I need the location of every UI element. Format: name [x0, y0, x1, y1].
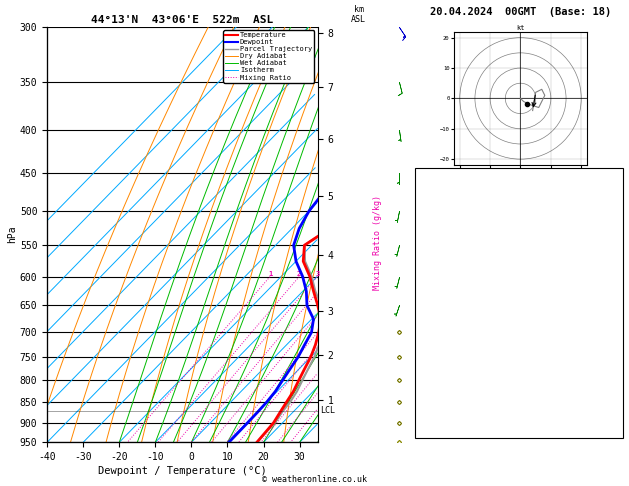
Text: km
ASL: km ASL — [351, 5, 366, 24]
Text: CIN (J): CIN (J) — [418, 360, 456, 369]
Y-axis label: hPa: hPa — [7, 226, 17, 243]
X-axis label: Dewpoint / Temperature (°C): Dewpoint / Temperature (°C) — [98, 466, 267, 476]
Text: 20.04.2024  00GMT  (Base: 18): 20.04.2024 00GMT (Base: 18) — [430, 7, 611, 17]
Text: PW (cm): PW (cm) — [418, 196, 456, 205]
Text: © weatheronline.co.uk: © weatheronline.co.uk — [262, 474, 367, 484]
Text: 953: 953 — [604, 310, 621, 319]
Text: 21: 21 — [610, 385, 621, 395]
Text: Lifted Index: Lifted Index — [418, 259, 483, 268]
Text: -0: -0 — [610, 335, 621, 344]
Text: EH: EH — [418, 385, 429, 395]
Text: θᴇ(K): θᴇ(K) — [418, 246, 445, 256]
X-axis label: kt: kt — [516, 25, 525, 31]
Text: 10.4: 10.4 — [599, 234, 621, 243]
Text: 319: 319 — [604, 322, 621, 331]
Text: Most Unstable: Most Unstable — [484, 297, 554, 306]
Text: StmDir: StmDir — [418, 411, 450, 420]
Text: 9: 9 — [615, 284, 621, 294]
Text: CAPE (J): CAPE (J) — [418, 347, 461, 357]
Text: 2.52: 2.52 — [599, 196, 621, 205]
Text: 26: 26 — [610, 272, 621, 281]
Text: Surface: Surface — [500, 208, 538, 218]
Text: 9: 9 — [615, 360, 621, 369]
Text: 32: 32 — [610, 171, 621, 180]
Text: Pressure (mb): Pressure (mb) — [418, 310, 488, 319]
Text: 8: 8 — [615, 423, 621, 433]
Text: Lifted Index: Lifted Index — [418, 335, 483, 344]
Text: Hodograph: Hodograph — [495, 373, 543, 382]
Text: 50: 50 — [610, 183, 621, 192]
Text: θᴇ (K): θᴇ (K) — [418, 322, 450, 331]
Text: 18.2: 18.2 — [599, 221, 621, 230]
Legend: Temperature, Dewpoint, Parcel Trajectory, Dry Adiabat, Wet Adiabat, Isotherm, Mi: Temperature, Dewpoint, Parcel Trajectory… — [223, 30, 314, 83]
Text: Dewp (°C): Dewp (°C) — [418, 234, 467, 243]
Text: 2: 2 — [297, 271, 301, 277]
Text: CIN (J): CIN (J) — [418, 284, 456, 294]
Text: K: K — [418, 171, 424, 180]
Text: StmSpd (kt): StmSpd (kt) — [418, 423, 477, 433]
Text: Totals Totals: Totals Totals — [418, 183, 488, 192]
Text: 3: 3 — [315, 271, 320, 277]
Title: 44°13'N  43°06'E  522m  ASL: 44°13'N 43°06'E 522m ASL — [91, 15, 274, 25]
Text: 26: 26 — [610, 347, 621, 357]
Text: 1: 1 — [268, 271, 272, 277]
Text: 319: 319 — [604, 246, 621, 256]
Text: SREH: SREH — [418, 398, 440, 407]
Text: -0: -0 — [610, 259, 621, 268]
Text: Temp (°C): Temp (°C) — [418, 221, 467, 230]
Text: 58: 58 — [610, 398, 621, 407]
Text: LCL: LCL — [320, 406, 335, 415]
Text: 227°: 227° — [599, 411, 621, 420]
Text: CAPE (J): CAPE (J) — [418, 272, 461, 281]
Text: Mixing Ratio (g/kg): Mixing Ratio (g/kg) — [373, 195, 382, 291]
